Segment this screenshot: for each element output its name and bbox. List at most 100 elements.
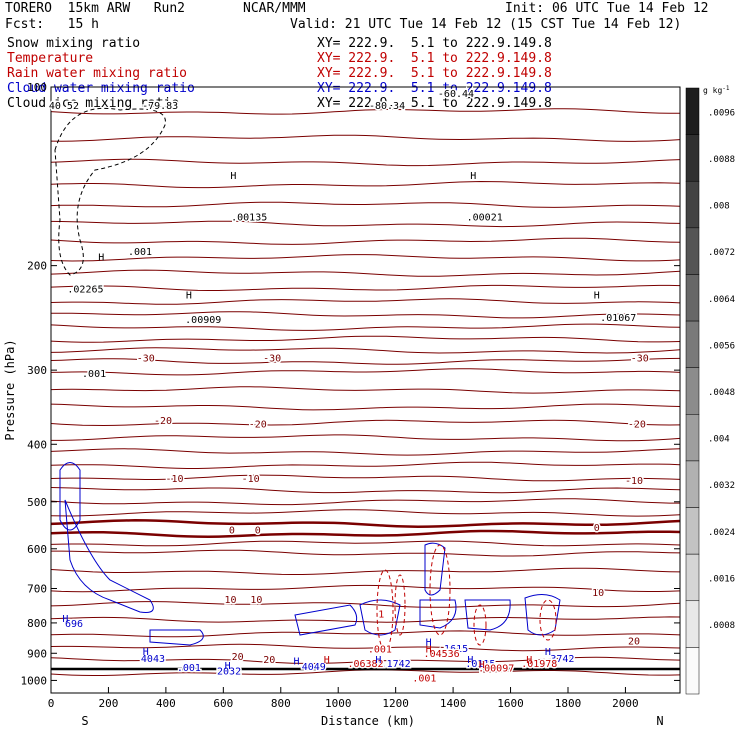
plot-layer — [50, 107, 681, 676]
colorbar-swatch — [685, 367, 700, 415]
temperature-label: 20 — [628, 637, 640, 648]
snow-label: .001 — [128, 247, 152, 258]
x-tick-label: 1400 — [440, 697, 467, 710]
overlap-label: -60.44 — [438, 89, 474, 100]
x-axis-title: Distance (km) — [321, 714, 415, 728]
isotherm-line — [50, 180, 681, 189]
temperature-label: -20 — [628, 420, 646, 431]
field-snow: Snow mixing ratio — [7, 36, 141, 51]
y-tick-label: 700 — [27, 583, 47, 596]
x-tick-label: 1000 — [325, 697, 352, 710]
snow-label: .00021 — [467, 213, 503, 224]
snow-high-marker: H — [186, 290, 192, 301]
isotherm-line — [50, 347, 681, 354]
rain-high-marker: H — [479, 660, 485, 671]
cloud-water-label: 4049 — [302, 662, 326, 673]
colorbar-swatch — [685, 274, 700, 322]
cloud-water-high-marker: H — [426, 637, 432, 648]
header-valid: Valid: 21 UTC Tue 14 Feb 12 (15 CST Tue … — [290, 17, 682, 32]
snow-high-marker: H — [470, 171, 476, 182]
colorbar-unit: g kg-1 — [703, 85, 730, 95]
isotherm-line — [50, 487, 681, 494]
colorbar-swatch — [685, 180, 700, 229]
isotherm-line — [51, 434, 681, 442]
cloud-water-label: .1742 — [381, 659, 411, 670]
snow-label: .00135 — [231, 213, 267, 224]
rain-contour — [394, 574, 406, 636]
colorbar-swatch — [685, 227, 700, 275]
colorbar-tick-label: .0008 — [708, 621, 735, 631]
cloud-water-label: .0115 — [465, 659, 495, 670]
rain-contour — [429, 544, 451, 636]
y-tick-label: 300 — [27, 364, 47, 377]
header-org: NCAR/MMM — [243, 1, 306, 16]
rain-high-marker: H — [426, 644, 432, 655]
y-tick-label: 400 — [27, 438, 47, 451]
x-tick-label: 200 — [99, 697, 119, 710]
temperature-label: 20 — [232, 652, 244, 663]
x-end-left: S — [81, 714, 88, 728]
cloud-water-label: .1615 — [438, 644, 468, 655]
temperature-label: -30 — [263, 353, 281, 364]
isotherm-line — [50, 254, 681, 262]
snow-contour — [54, 107, 166, 276]
temperature-label: -30 — [631, 353, 649, 364]
cloud-water-contour — [359, 599, 401, 636]
snow-high-marker: H — [594, 290, 600, 301]
isotherm-line — [50, 220, 681, 228]
y-tick-label: 800 — [27, 617, 47, 630]
snow-label: .01067 — [600, 313, 636, 324]
y-tick-label: 1000 — [21, 674, 48, 687]
y-axis-title: Pressure (hPa) — [3, 339, 17, 440]
cloud-water-label: 2032 — [217, 667, 241, 678]
snow-high-marker: H — [230, 171, 236, 182]
temperature-label: 10 — [224, 595, 236, 606]
colorbar-tick-label: .0032 — [708, 481, 735, 491]
colorbar: .0096 .0088 .008 .0072 .0064 .0056 .0048 .004 .0… — [685, 87, 735, 695]
temperature-label: -10 — [625, 476, 643, 487]
header-model: TORERO 15km ARW Run2 — [5, 1, 186, 16]
isotherm-line — [50, 669, 681, 676]
snow-high-marker: H — [98, 252, 104, 263]
isotherm-line — [50, 335, 681, 343]
colorbar-swatch — [685, 600, 700, 648]
overlap-label: 40 52 — [49, 101, 79, 112]
isotherm-line — [50, 357, 681, 365]
axis-layer: 0 200 400 600 800 1000 1200 1400 1600 1800 2000100… — [21, 81, 680, 710]
snow-label: .00909 — [185, 315, 221, 326]
field-temperature-range: XY= 222.9. 5.1 to 222.9.149.8 — [317, 51, 552, 66]
plot-frame — [50, 86, 681, 694]
x-tick-label: 400 — [156, 697, 176, 710]
rain-label: .00097 — [478, 664, 514, 675]
cloud-water-contour — [59, 462, 81, 531]
cloud-water-contour — [294, 604, 358, 636]
cloud-water-contour — [149, 629, 204, 646]
isotherm-line — [50, 158, 681, 167]
cloud-water-high-marker: H — [143, 647, 149, 658]
rain-label: .001 — [368, 645, 392, 656]
temperature-label: -20 — [249, 420, 267, 431]
cloud-water-label: 696 — [65, 619, 83, 630]
isotherm-line — [50, 237, 681, 245]
colorbar-tick-label: .0064 — [708, 295, 735, 305]
isotherm-line — [50, 461, 681, 469]
colorbar-swatch — [685, 134, 700, 182]
colorbar-swatch — [685, 553, 700, 602]
isotherm-line — [50, 311, 681, 319]
isotherm-line — [50, 584, 681, 593]
snow-label: .02265 — [67, 285, 103, 296]
cloud-water-high-marker: H — [294, 656, 300, 667]
temperature-label: 10 — [592, 588, 604, 599]
label-layer: -30 -30 -30 -20 -20 -20 -10 -10 -10 0 0 0 10 10 10 20 20… — [47, 88, 650, 686]
isotherm-line — [50, 448, 681, 456]
snow-label: .001 — [82, 369, 106, 380]
temperature-label: -10 — [242, 474, 260, 485]
header-init: Init: 06 UTC Tue 14 Feb 12 — [505, 1, 709, 16]
isotherm-line — [50, 630, 681, 638]
isotherm-line — [50, 419, 681, 427]
cloud-water-high-marker: H — [225, 661, 231, 672]
rain-label: .06382 — [347, 659, 383, 670]
cloud-water-label: .3742 — [544, 654, 574, 665]
cloud-water-high-marker: H — [62, 614, 68, 625]
colorbar-tick-label: .0024 — [708, 528, 735, 538]
